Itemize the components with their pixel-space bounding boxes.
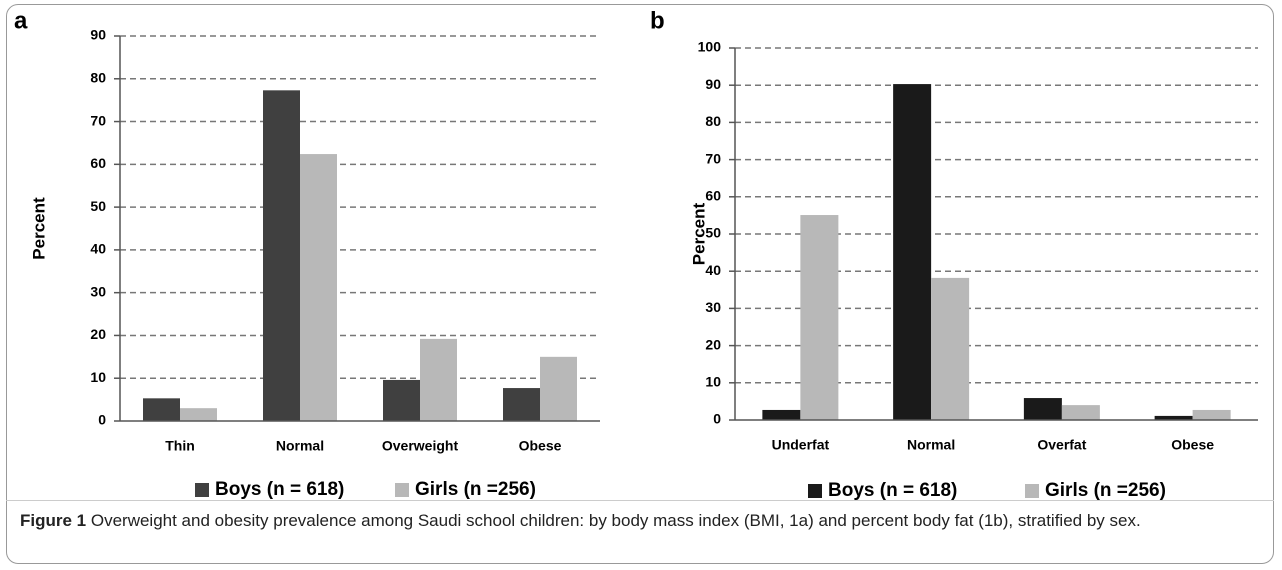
y-tick-label: 30 — [705, 299, 721, 315]
figure-frame — [6, 4, 1274, 564]
y-tick-label: 90 — [90, 27, 106, 43]
bar — [931, 277, 970, 420]
caption-label: Figure 1 — [20, 511, 87, 530]
bar — [1061, 405, 1100, 420]
legend-swatch — [195, 483, 209, 497]
bar — [762, 409, 801, 420]
y-tick-label: 20 — [90, 326, 106, 342]
y-tick-label: 70 — [90, 112, 106, 128]
panel-label: a — [14, 7, 28, 34]
bar — [1192, 409, 1231, 420]
y-tick-label: 0 — [713, 411, 721, 427]
legend-label: Boys (n = 618) — [828, 480, 957, 500]
x-tick-label: Obese — [519, 438, 562, 454]
y-tick-label: 60 — [90, 155, 106, 171]
x-tick-label: Normal — [907, 437, 955, 453]
y-axis-label: Percent — [29, 197, 48, 260]
y-tick-label: 20 — [705, 336, 721, 352]
caption: Figure 1 Overweight and obesity prevalen… — [20, 508, 1260, 533]
legend-label: Boys (n = 618) — [215, 479, 344, 500]
y-tick-label: 70 — [705, 150, 721, 166]
y-tick-label: 60 — [705, 188, 721, 204]
y-tick-label: 10 — [705, 374, 721, 390]
figure: a Percent 0 10 20 30 40 50 60 70 80 90 Thin Normal Ove… — [14, 7, 1258, 500]
separator — [6, 500, 1274, 501]
x-tick-label: Normal — [276, 438, 324, 454]
caption-text: Overweight and obesity prevalence among … — [90, 511, 1141, 530]
legend-swatch — [395, 483, 409, 497]
bar — [300, 154, 337, 422]
y-tick-label: 80 — [705, 113, 721, 129]
y-tick-label: 40 — [705, 262, 721, 278]
y-tick-label: 90 — [705, 76, 721, 92]
y-tick-label: 50 — [90, 198, 106, 214]
legend-label: Girls (n =256) — [415, 479, 536, 500]
x-tick-label: Thin — [165, 438, 195, 454]
y-tick-label: 40 — [90, 241, 106, 257]
bar — [143, 398, 180, 421]
y-axis-label: Percent — [689, 202, 708, 265]
y-tick-label: 0 — [98, 412, 106, 428]
y-tick-label: 30 — [90, 283, 106, 299]
legend-label: Girls (n =256) — [1045, 480, 1166, 500]
legend-swatch — [808, 484, 822, 498]
bar — [893, 84, 932, 421]
bar — [503, 388, 540, 421]
bar — [540, 356, 577, 421]
bar — [263, 90, 300, 422]
bar — [180, 408, 217, 421]
x-tick-label: Obese — [1171, 437, 1214, 453]
y-tick-label: 80 — [90, 69, 106, 85]
x-tick-label: Underfat — [772, 437, 830, 453]
bar — [800, 215, 839, 420]
panel-label: b — [650, 7, 665, 34]
y-tick-label: 50 — [705, 225, 721, 241]
bar — [420, 338, 457, 421]
x-tick-label: Overweight — [382, 438, 459, 454]
bar — [383, 379, 420, 421]
bar — [1023, 398, 1062, 420]
y-tick-label: 100 — [698, 39, 722, 55]
bar — [1154, 415, 1193, 420]
x-tick-label: Overfat — [1037, 437, 1086, 453]
y-tick-label: 10 — [90, 369, 106, 385]
legend-swatch — [1025, 484, 1039, 498]
